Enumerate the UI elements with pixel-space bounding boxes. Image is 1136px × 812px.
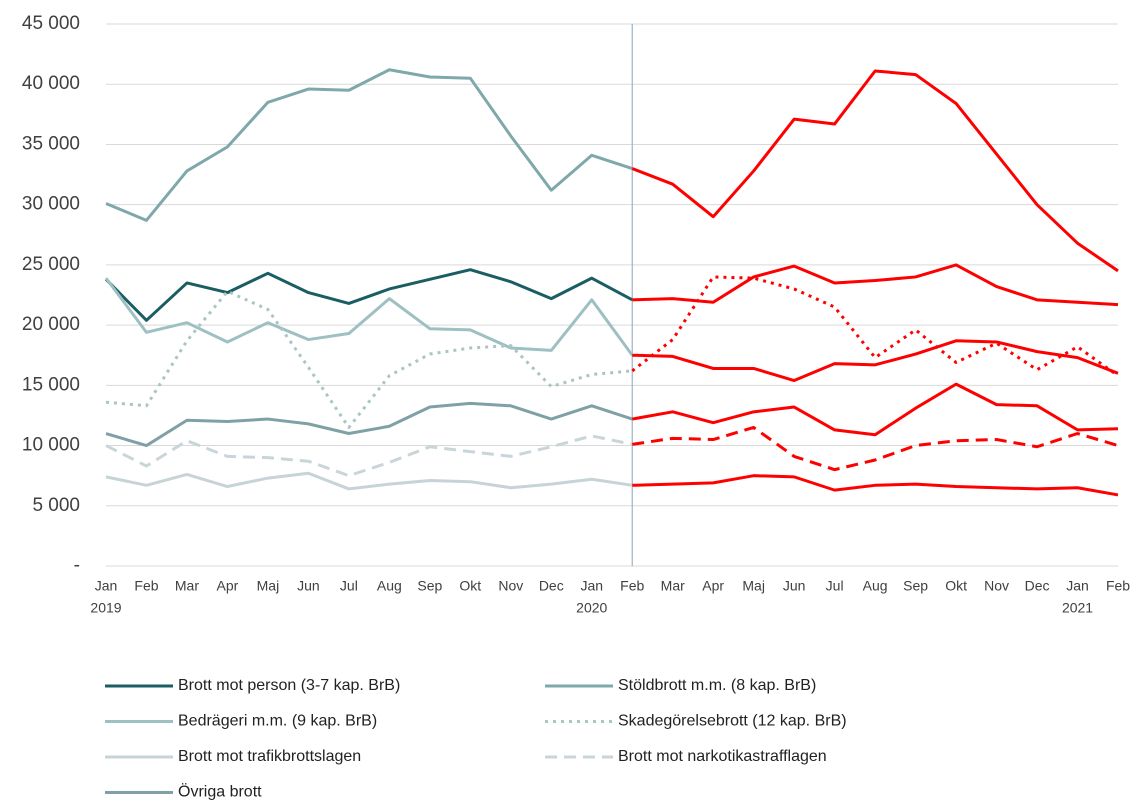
- x-tick-label: Aug: [863, 578, 888, 594]
- x-tick-label: Aug: [377, 578, 402, 594]
- x-tick-label: Okt: [459, 578, 481, 594]
- x-tick-label: Sep: [417, 578, 442, 594]
- series-line: [104, 277, 634, 357]
- series-line-highlight: [631, 382, 1119, 437]
- x-tick-label: Nov: [984, 578, 1009, 594]
- x-tick-label: Dec: [539, 578, 564, 594]
- x-tick-label: Nov: [498, 578, 523, 594]
- series-line-highlight: [631, 69, 1119, 273]
- x-tick-label: Mar: [661, 578, 685, 594]
- series-line: [104, 268, 633, 322]
- x-tick-label: Jan: [1066, 578, 1089, 594]
- x-tick-label: Sep: [903, 578, 928, 594]
- x-tick-label: Maj: [742, 578, 765, 594]
- legend-label: Övriga brott: [178, 783, 262, 801]
- y-tick-label: 25 000: [22, 254, 80, 275]
- x-group-label: 2021: [1062, 600, 1093, 616]
- series-line-highlight: [632, 474, 1119, 497]
- series-line-highlight: [631, 275, 1119, 377]
- x-tick-label: Dec: [1025, 578, 1050, 594]
- series-line: [105, 401, 633, 448]
- x-tick-label: Feb: [134, 578, 158, 594]
- legend-label: Bedrägeri m.m. (9 kap. BrB): [178, 713, 377, 730]
- y-tick-label: -: [74, 555, 80, 576]
- x-group-label: 2020: [576, 600, 607, 616]
- x-tick-label: Maj: [257, 578, 280, 594]
- x-tick-label: Jun: [783, 578, 806, 594]
- series-line: [105, 68, 633, 222]
- y-tick-label: 10 000: [22, 435, 80, 456]
- y-tick-label: 15 000: [22, 374, 80, 395]
- x-tick-label: Feb: [1106, 578, 1130, 594]
- x-tick-label: Jul: [340, 578, 358, 594]
- y-tick-label: 30 000: [22, 194, 80, 215]
- x-tick-label: Mar: [175, 578, 199, 594]
- series-line: [105, 434, 633, 478]
- series-line: [105, 289, 633, 429]
- x-tick-label: Jan: [580, 578, 603, 594]
- series-line-highlight: [632, 263, 1119, 307]
- x-tick-label: Jan: [95, 578, 118, 594]
- y-tick-label: 20 000: [22, 314, 80, 335]
- legend-label: Stöldbrott m.m. (8 kap. BrB): [618, 677, 816, 694]
- x-tick-label: Jun: [297, 578, 320, 594]
- x-tick-label: Apr: [702, 578, 724, 594]
- x-tick-label: Feb: [620, 578, 644, 594]
- x-tick-label: Apr: [217, 578, 239, 594]
- y-tick-label: 45 000: [22, 13, 80, 34]
- legend-label: Brott mot narkotikastrafflagen: [618, 748, 827, 765]
- x-tick-label: Jul: [826, 578, 844, 594]
- x-tick-label: Okt: [945, 578, 967, 594]
- y-tick-label: 5 000: [32, 495, 80, 516]
- series-line: [105, 471, 633, 491]
- legend-label: Brott mot trafikbrottslagen: [178, 748, 361, 765]
- x-group-label: 2019: [90, 600, 121, 616]
- y-tick-label: 35 000: [22, 133, 80, 154]
- legend-label: Brott mot person (3-7 kap. BrB): [178, 677, 400, 694]
- series-line-highlight: [632, 425, 1119, 472]
- series-line-highlight: [632, 339, 1119, 383]
- legend-label: Skadegörelsebrott (12 kap. BrB): [618, 713, 847, 730]
- y-tick-label: 40 000: [22, 73, 80, 94]
